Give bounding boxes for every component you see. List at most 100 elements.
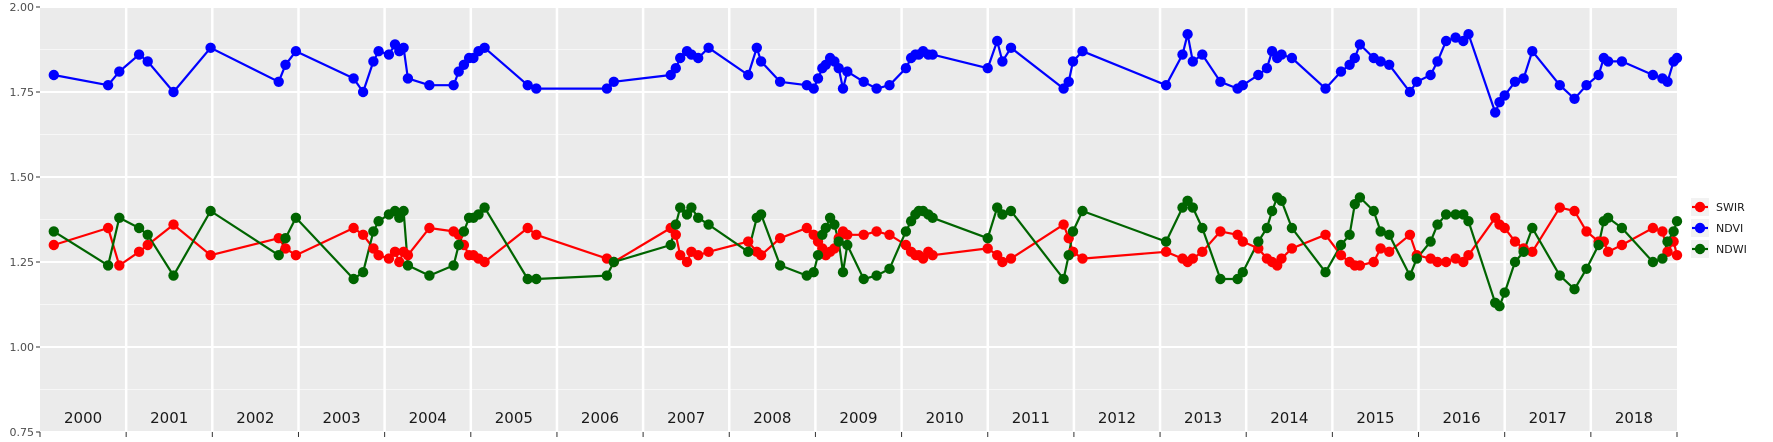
data-point-swir bbox=[1440, 256, 1452, 268]
data-point-ndwi bbox=[273, 250, 284, 261]
data-point-ndvi bbox=[1411, 76, 1423, 88]
data-point-ndwi bbox=[1368, 205, 1379, 217]
data-point-ndwi bbox=[675, 202, 686, 213]
data-point-swir bbox=[389, 246, 401, 257]
data-point-swir bbox=[1509, 236, 1521, 247]
data-point-ndwi bbox=[1463, 216, 1474, 227]
data-point-ndwi bbox=[1286, 222, 1298, 234]
data-point-ndwi bbox=[1266, 205, 1278, 217]
year-label: 2002 bbox=[236, 409, 274, 427]
data-point-ndwi bbox=[357, 267, 369, 278]
data-point-ndwi bbox=[1160, 236, 1172, 247]
year-label: 2008 bbox=[753, 409, 791, 427]
data-point-ndvi bbox=[982, 62, 993, 74]
year-label: 2001 bbox=[150, 409, 188, 427]
data-point-ndwi bbox=[1058, 273, 1069, 285]
data-point-ndvi bbox=[1432, 56, 1443, 67]
legend-key-point bbox=[1694, 222, 1706, 234]
data-point-swir bbox=[1671, 250, 1683, 261]
data-point-ndvi bbox=[608, 76, 619, 88]
data-point-swir bbox=[1581, 226, 1592, 237]
data-point-ndwi bbox=[1657, 253, 1668, 264]
data-point-ndvi bbox=[522, 80, 533, 91]
data-point-swir bbox=[927, 250, 938, 261]
data-point-ndvi bbox=[1616, 56, 1628, 67]
data-point-ndvi bbox=[900, 62, 912, 74]
data-point-ndwi bbox=[601, 270, 613, 281]
data-point-ndwi bbox=[1518, 246, 1529, 257]
data-point-swir bbox=[1320, 229, 1331, 240]
data-point-swir bbox=[357, 229, 369, 240]
data-point-swir bbox=[1286, 243, 1298, 254]
data-point-swir bbox=[1335, 250, 1347, 261]
data-point-ndvi bbox=[1349, 52, 1361, 64]
data-point-ndvi bbox=[205, 42, 216, 53]
data-point-ndvi bbox=[992, 35, 1003, 47]
data-point-swir bbox=[1404, 229, 1416, 240]
data-point-swir bbox=[1527, 246, 1538, 257]
year-label: 2012 bbox=[1098, 409, 1136, 427]
data-point-ndvi bbox=[670, 62, 681, 74]
data-point-ndwi bbox=[1527, 222, 1538, 234]
data-point-ndwi bbox=[1647, 256, 1659, 268]
y-tick-label: 1.00 bbox=[10, 341, 35, 354]
data-point-ndvi bbox=[1425, 69, 1436, 81]
data-point-ndwi bbox=[348, 273, 359, 285]
data-point-ndwi bbox=[448, 260, 459, 271]
data-point-ndwi bbox=[1063, 250, 1074, 261]
data-point-ndvi bbox=[1160, 80, 1172, 91]
data-point-ndwi bbox=[1494, 301, 1505, 312]
data-point-ndwi bbox=[1320, 267, 1331, 278]
data-point-ndvi bbox=[833, 62, 844, 74]
data-point-ndwi bbox=[473, 209, 484, 220]
data-point-ndvi bbox=[1440, 35, 1452, 47]
data-point-swir bbox=[743, 236, 754, 247]
data-point-swir bbox=[1647, 222, 1659, 234]
data-point-swir bbox=[1058, 219, 1069, 230]
data-point-ndwi bbox=[686, 202, 697, 213]
data-point-ndvi bbox=[1067, 56, 1079, 67]
data-point-ndvi bbox=[1063, 76, 1074, 88]
legend-label: NDWI bbox=[1716, 243, 1747, 256]
data-point-ndwi bbox=[833, 236, 844, 247]
data-point-swir bbox=[402, 250, 414, 261]
data-point-ndvi bbox=[48, 69, 59, 81]
year-label: 2007 bbox=[667, 409, 705, 427]
data-point-ndwi bbox=[703, 219, 714, 230]
y-tick-label: 2.00 bbox=[10, 1, 35, 14]
data-point-ndwi bbox=[373, 216, 384, 227]
data-point-ndvi bbox=[871, 83, 882, 94]
data-point-ndvi bbox=[280, 59, 291, 70]
data-point-ndvi bbox=[1463, 29, 1474, 40]
data-point-ndwi bbox=[1005, 205, 1017, 217]
data-point-swir bbox=[1005, 253, 1017, 264]
data-point-ndwi bbox=[48, 226, 59, 237]
data-point-ndvi bbox=[398, 42, 409, 53]
data-point-ndvi bbox=[1187, 56, 1199, 67]
data-point-ndvi bbox=[1320, 83, 1331, 94]
data-point-ndwi bbox=[424, 270, 435, 281]
data-point-ndwi bbox=[453, 239, 464, 251]
data-point-swir bbox=[801, 222, 812, 234]
legend-key-point bbox=[1694, 243, 1706, 255]
data-point-ndvi bbox=[424, 80, 435, 91]
data-point-ndwi bbox=[1425, 236, 1436, 247]
data-point-ndvi bbox=[1499, 90, 1510, 101]
data-point-ndvi bbox=[348, 73, 359, 84]
data-point-ndwi bbox=[871, 270, 882, 281]
data-point-ndwi bbox=[398, 205, 409, 217]
data-point-swir bbox=[1554, 202, 1566, 213]
legend-label: NDVI bbox=[1716, 222, 1743, 235]
data-point-ndvi bbox=[1509, 76, 1521, 88]
data-point-ndvi bbox=[1569, 93, 1580, 105]
data-point-ndvi bbox=[703, 42, 714, 53]
data-point-ndvi bbox=[1177, 49, 1188, 60]
data-point-swir bbox=[675, 250, 686, 261]
data-point-swir bbox=[383, 253, 395, 264]
data-point-ndwi bbox=[900, 226, 912, 237]
data-point-swir bbox=[142, 239, 153, 251]
data-point-ndvi bbox=[858, 76, 869, 88]
data-point-swir bbox=[373, 250, 384, 261]
legend-label: SWIR bbox=[1716, 201, 1745, 214]
data-point-ndwi bbox=[1344, 229, 1355, 240]
